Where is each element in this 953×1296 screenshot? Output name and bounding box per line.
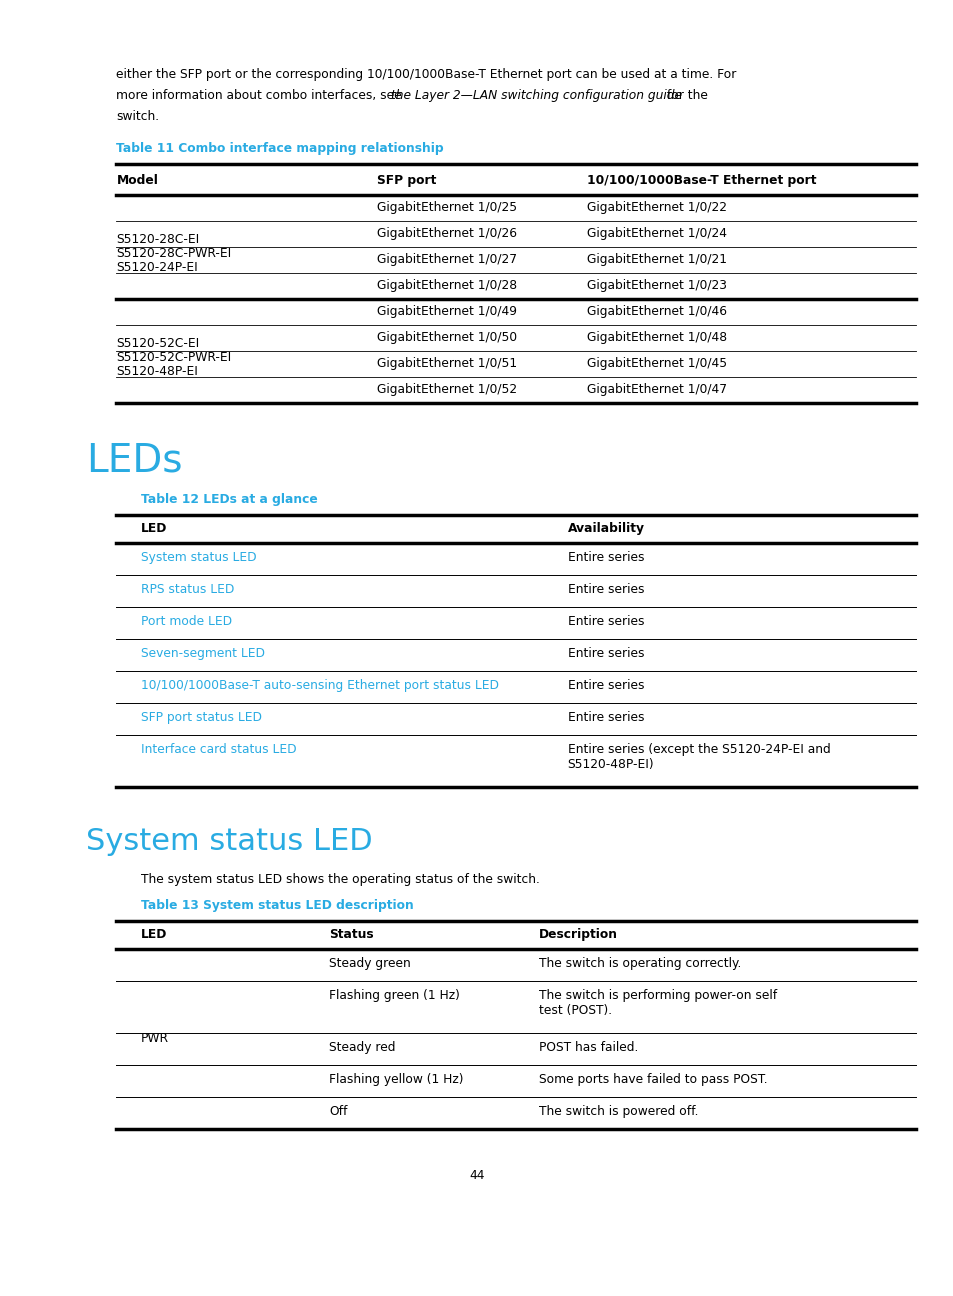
Text: LED: LED (141, 522, 168, 535)
Text: Status: Status (329, 928, 374, 941)
Text: Table 11 Combo interface mapping relationship: Table 11 Combo interface mapping relatio… (116, 143, 443, 156)
Text: GigabitEthernet 1/0/45: GigabitEthernet 1/0/45 (586, 356, 726, 369)
Text: GigabitEthernet 1/0/25: GigabitEthernet 1/0/25 (376, 201, 517, 214)
Text: GigabitEthernet 1/0/21: GigabitEthernet 1/0/21 (586, 253, 726, 266)
Text: GigabitEthernet 1/0/27: GigabitEthernet 1/0/27 (376, 253, 517, 266)
Text: GigabitEthernet 1/0/51: GigabitEthernet 1/0/51 (376, 356, 517, 369)
Text: S5120-52C-EI: S5120-52C-EI (116, 337, 199, 350)
Text: S5120-28C-PWR-EI: S5120-28C-PWR-EI (116, 248, 232, 260)
Text: 10/100/1000Base-T Ethernet port: 10/100/1000Base-T Ethernet port (586, 174, 816, 187)
Text: GigabitEthernet 1/0/28: GigabitEthernet 1/0/28 (376, 279, 517, 292)
Text: Flashing green (1 Hz): Flashing green (1 Hz) (329, 989, 459, 1002)
Text: The system status LED shows the operating status of the switch.: The system status LED shows the operatin… (141, 874, 539, 886)
Text: GigabitEthernet 1/0/22: GigabitEthernet 1/0/22 (586, 201, 726, 214)
Text: Entire series: Entire series (567, 551, 643, 564)
Text: GigabitEthernet 1/0/50: GigabitEthernet 1/0/50 (376, 330, 517, 343)
Text: Interface card status LED: Interface card status LED (141, 743, 296, 756)
Text: LEDs: LEDs (86, 441, 182, 480)
Text: PWR: PWR (141, 1033, 169, 1046)
Text: Model: Model (116, 174, 158, 187)
Text: either the SFP port or the corresponding 10/100/1000Base-T Ethernet port can be : either the SFP port or the corresponding… (116, 67, 736, 80)
Text: S5120-28C-EI: S5120-28C-EI (116, 233, 199, 246)
Text: GigabitEthernet 1/0/23: GigabitEthernet 1/0/23 (586, 279, 726, 292)
Text: RPS status LED: RPS status LED (141, 583, 234, 596)
Text: S5120-52C-PWR-EI: S5120-52C-PWR-EI (116, 351, 232, 364)
Text: GigabitEthernet 1/0/48: GigabitEthernet 1/0/48 (586, 330, 726, 343)
Text: Steady red: Steady red (329, 1041, 395, 1054)
Text: Table 12 LEDs at a glance: Table 12 LEDs at a glance (141, 492, 317, 505)
Text: Entire series: Entire series (567, 679, 643, 692)
Text: System status LED: System status LED (86, 827, 372, 855)
Text: Entire series: Entire series (567, 712, 643, 724)
Text: Table 13 System status LED description: Table 13 System status LED description (141, 899, 414, 912)
Text: POST has failed.: POST has failed. (538, 1041, 638, 1054)
Text: GigabitEthernet 1/0/46: GigabitEthernet 1/0/46 (586, 305, 726, 318)
Text: Steady green: Steady green (329, 956, 411, 969)
Text: S5120-24P-EI: S5120-24P-EI (116, 260, 198, 273)
Text: Off: Off (329, 1105, 347, 1118)
Text: Entire series: Entire series (567, 616, 643, 629)
Text: System status LED: System status LED (141, 551, 256, 564)
Text: The switch is powered off.: The switch is powered off. (538, 1105, 698, 1118)
Text: Port mode LED: Port mode LED (141, 616, 233, 629)
Text: SFP port status LED: SFP port status LED (141, 712, 262, 724)
Text: Seven-segment LED: Seven-segment LED (141, 647, 265, 660)
Text: more information about combo interfaces, see: more information about combo interfaces,… (116, 89, 405, 102)
Text: GigabitEthernet 1/0/49: GigabitEthernet 1/0/49 (376, 305, 517, 318)
Text: Entire series: Entire series (567, 647, 643, 660)
Text: Availability: Availability (567, 522, 644, 535)
Text: GigabitEthernet 1/0/52: GigabitEthernet 1/0/52 (376, 384, 517, 397)
Text: GigabitEthernet 1/0/47: GigabitEthernet 1/0/47 (586, 384, 726, 397)
Text: Flashing yellow (1 Hz): Flashing yellow (1 Hz) (329, 1073, 463, 1086)
Text: Some ports have failed to pass POST.: Some ports have failed to pass POST. (538, 1073, 767, 1086)
Text: Entire series: Entire series (567, 583, 643, 596)
Text: The switch is performing power-on self
test (POST).: The switch is performing power-on self t… (538, 989, 777, 1017)
Text: Entire series (except the S5120-24P-EI and
S5120-48P-EI): Entire series (except the S5120-24P-EI a… (567, 743, 829, 771)
Text: GigabitEthernet 1/0/26: GigabitEthernet 1/0/26 (376, 227, 517, 240)
Text: GigabitEthernet 1/0/24: GigabitEthernet 1/0/24 (586, 227, 726, 240)
Text: LED: LED (141, 928, 168, 941)
Text: switch.: switch. (116, 110, 159, 123)
Text: Description: Description (538, 928, 618, 941)
Text: SFP port: SFP port (376, 174, 436, 187)
Text: S5120-48P-EI: S5120-48P-EI (116, 365, 198, 378)
Text: 44: 44 (469, 1169, 484, 1182)
Text: 10/100/1000Base-T auto-sensing Ethernet port status LED: 10/100/1000Base-T auto-sensing Ethernet … (141, 679, 498, 692)
Text: for the: for the (662, 89, 707, 102)
Text: the Layer 2—LAN switching configuration guide: the Layer 2—LAN switching configuration … (391, 89, 681, 102)
Text: The switch is operating correctly.: The switch is operating correctly. (538, 956, 740, 969)
